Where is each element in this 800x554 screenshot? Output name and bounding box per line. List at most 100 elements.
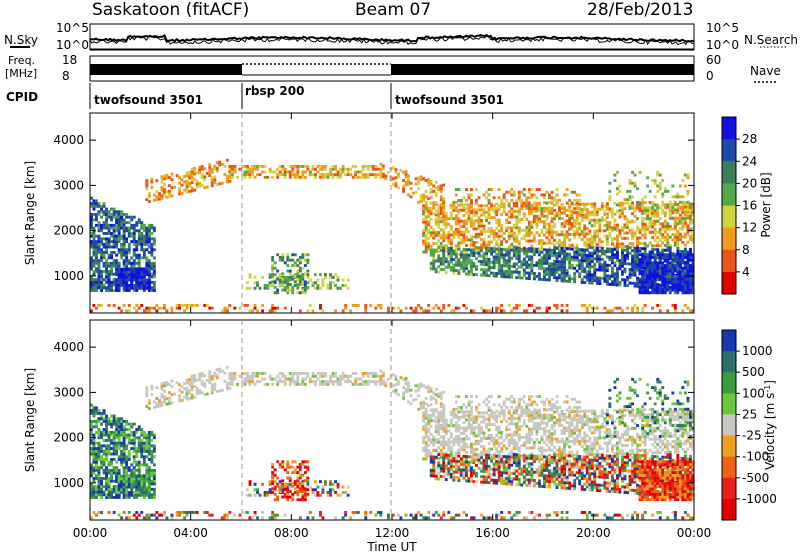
power-cell [439,203,443,207]
power-cell [132,253,136,257]
power-cell [538,220,541,224]
power-cell [437,239,441,243]
power-cell [434,209,438,213]
power-cell [248,309,252,313]
power-cell [611,261,614,265]
power-cell [185,306,189,310]
power-cell [515,215,519,219]
velocity-cell [135,460,139,464]
power-cell [668,235,672,239]
power-cell [585,254,589,257]
power-cell [210,306,214,310]
velocity-cell [90,463,93,467]
power-cell [553,270,556,274]
power-cell [545,309,549,313]
power-cell [399,169,403,172]
power-cell [611,255,614,259]
power-cell [500,202,504,206]
velocity-cell [210,391,214,395]
power-cell [628,195,632,199]
power-cell [374,167,378,171]
power-cell [208,163,212,167]
power-cell [532,309,536,313]
power-cell [374,306,378,310]
power-cell [598,249,602,253]
power-cell [210,184,214,188]
power-cell [517,254,521,258]
velocity-cell [95,493,98,497]
power-cell [336,278,340,282]
power-cell [580,202,584,206]
velocity-cell [137,485,141,489]
power-cell [283,306,287,310]
power-cell [550,217,554,221]
power-cell [470,222,473,225]
power-cell [663,288,667,292]
power-cell [110,234,113,238]
power-cell [120,223,124,227]
power-cell [490,271,493,275]
power-cell [482,260,486,264]
power-cell [555,268,559,272]
power-cell [633,257,637,261]
power-cell [195,180,199,183]
velocity-cell [140,441,144,445]
power-cell [495,221,499,225]
power-cell [641,266,645,270]
power-cell [316,278,320,282]
velocity-cell [152,400,156,404]
power-cell [500,272,504,276]
power-cell [661,272,665,276]
power-cell [671,211,675,215]
power-cell [555,279,559,282]
power-cell [117,223,121,227]
power-cell [165,309,169,313]
power-cell [183,304,186,307]
power-cell [678,221,682,225]
power-cell [608,250,612,254]
velocity-cell [122,493,126,497]
power-cell [555,257,559,261]
power-cell [384,177,388,181]
power-cell [643,261,647,265]
velocity-cell [183,387,186,391]
power-cell [570,224,574,228]
power-cell [495,274,499,278]
power-cell [442,244,446,248]
power-cell [152,261,156,265]
power-cell [122,286,126,290]
power-cell [638,231,642,234]
power-cell [527,201,531,205]
power-cell [678,184,682,188]
power-cell [689,277,692,281]
power-cell [538,201,541,205]
power-cell [329,167,332,171]
power-cell [545,230,549,234]
velocity-cell [178,399,181,403]
power-cell [379,167,383,171]
velocity-cell [150,479,154,483]
power-cell [475,241,478,244]
power-cell [422,250,426,254]
power-cell [532,247,536,251]
power-cell [444,211,448,215]
power-cell [548,241,551,245]
power-cell [293,165,297,168]
power-cell [621,264,624,268]
power-cell [603,268,607,272]
power-cell [351,175,355,179]
velocity-cell [92,485,96,489]
power-cell [152,275,156,279]
power-cell [560,241,564,245]
power-cell [480,273,483,277]
power-cell [122,237,126,241]
power-cell [339,173,342,177]
power-cell [190,175,194,179]
power-cell [437,257,441,260]
power-cell [147,264,151,268]
power-cell [437,209,441,213]
velocity-cell [95,468,98,472]
velocity-cell [203,374,207,378]
power-cell [643,225,647,229]
